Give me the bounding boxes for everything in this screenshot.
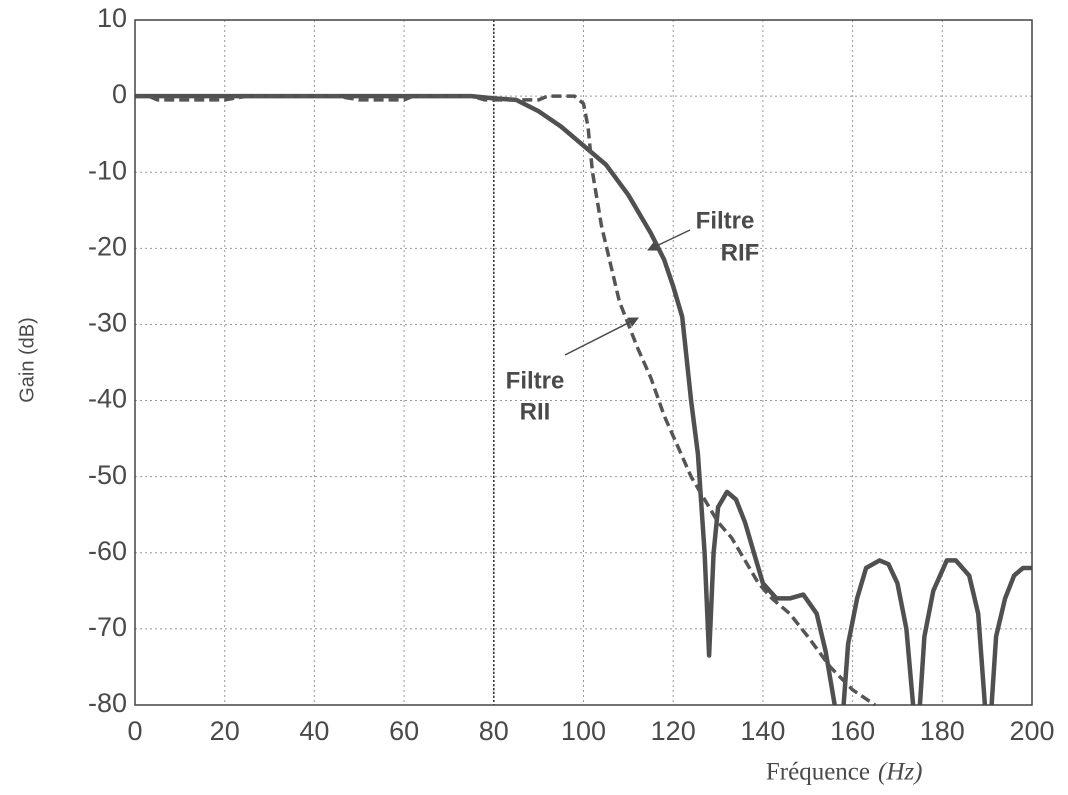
annotation-arrow [647,229,691,251]
x-tick-label: 80 [479,716,509,746]
grid [134,19,1033,706]
x-tick-label: 160 [830,716,875,746]
annotation: RIF [721,239,760,266]
x-axis-label: Fréquence [766,759,870,786]
y-axis-label: Gain (dB) [16,317,38,403]
plot-frame [134,19,1033,706]
annotation: RII [520,398,551,425]
annotation: Filtre [506,367,565,394]
annotation-arrow [564,317,639,356]
y-tick-label: -30 [88,308,127,338]
x-tick-label: 60 [389,716,419,746]
y-tick-label: -20 [88,231,127,261]
x-tick-label: 120 [651,716,696,746]
series-line [135,94,876,706]
x-tick-label: 40 [299,716,329,746]
y-tick-label: -40 [88,384,127,414]
y-tick-label: -80 [88,688,127,718]
x-tick-label: 140 [740,716,785,746]
y-tick-label: 10 [97,3,127,33]
x-tick-label: 100 [561,716,606,746]
y-tick-label: -50 [88,460,127,490]
x-tick-label: 20 [210,716,240,746]
y-tick-label: -70 [88,612,127,642]
series-line [135,93,1032,706]
x-tick-label: 0 [127,716,142,746]
y-tick-label: -60 [88,536,127,566]
y-tick-label: 0 [112,79,127,109]
annotation: Filtre [696,207,755,234]
x-axis-unit: (Hz) [878,759,922,786]
x-tick-label: 180 [920,716,965,746]
x-tick-label: 200 [1009,716,1054,746]
y-tick-label: -10 [88,155,127,185]
plot-lines [135,93,1032,706]
